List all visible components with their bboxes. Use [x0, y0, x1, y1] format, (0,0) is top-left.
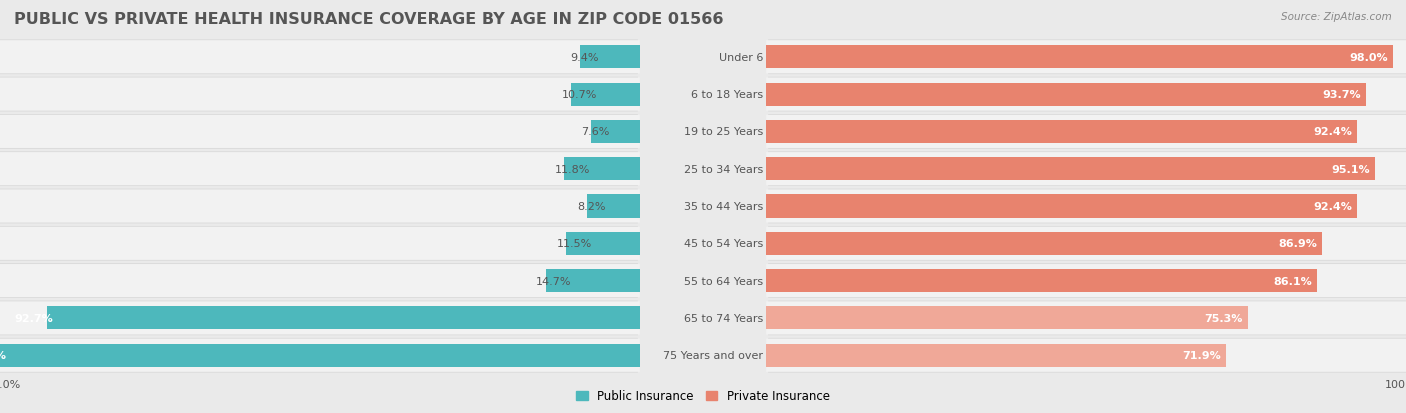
FancyBboxPatch shape [768, 189, 1406, 224]
Text: 8.2%: 8.2% [578, 202, 606, 211]
FancyBboxPatch shape [766, 227, 1406, 260]
Text: 6 to 18 Years: 6 to 18 Years [690, 90, 763, 100]
Text: 19 to 25 Years: 19 to 25 Years [683, 127, 763, 137]
FancyBboxPatch shape [0, 115, 638, 150]
Bar [591, 121, 640, 144]
Text: 11.8%: 11.8% [554, 164, 591, 174]
FancyBboxPatch shape [766, 116, 1406, 149]
FancyBboxPatch shape [768, 263, 1406, 298]
Text: 25 to 34 Years: 25 to 34 Years [683, 164, 763, 174]
FancyBboxPatch shape [0, 339, 640, 372]
FancyBboxPatch shape [768, 115, 1406, 150]
Bar [567, 232, 640, 255]
Text: 71.9%: 71.9% [1182, 350, 1222, 361]
Bar [579, 46, 640, 69]
FancyBboxPatch shape [0, 190, 640, 223]
Bar [766, 46, 1393, 69]
FancyBboxPatch shape [0, 226, 638, 261]
FancyBboxPatch shape [768, 338, 1406, 373]
FancyBboxPatch shape [768, 226, 1406, 261]
Text: 93.7%: 93.7% [1322, 90, 1361, 100]
Text: 75.3%: 75.3% [1205, 313, 1243, 323]
Text: Source: ZipAtlas.com: Source: ZipAtlas.com [1281, 12, 1392, 22]
Bar [766, 344, 1226, 367]
FancyBboxPatch shape [0, 263, 638, 298]
FancyBboxPatch shape [0, 338, 638, 373]
FancyBboxPatch shape [0, 227, 640, 260]
Legend: Public Insurance, Private Insurance: Public Insurance, Private Insurance [571, 385, 835, 407]
FancyBboxPatch shape [766, 264, 1406, 297]
Text: 14.7%: 14.7% [536, 276, 572, 286]
Bar [766, 269, 1317, 292]
Bar [546, 269, 640, 292]
Text: PUBLIC VS PRIVATE HEALTH INSURANCE COVERAGE BY AGE IN ZIP CODE 01566: PUBLIC VS PRIVATE HEALTH INSURANCE COVER… [14, 12, 724, 27]
Text: Under 6: Under 6 [718, 52, 763, 63]
Bar [766, 195, 1357, 218]
FancyBboxPatch shape [766, 339, 1406, 372]
FancyBboxPatch shape [0, 301, 638, 335]
FancyBboxPatch shape [768, 301, 1406, 335]
Text: 7.6%: 7.6% [582, 127, 610, 137]
FancyBboxPatch shape [0, 301, 640, 335]
Text: 92.7%: 92.7% [14, 313, 53, 323]
Bar [766, 158, 1375, 181]
Text: 9.4%: 9.4% [569, 52, 599, 63]
FancyBboxPatch shape [0, 264, 640, 297]
Bar [766, 83, 1365, 107]
Bar [571, 83, 640, 107]
Text: 65 to 74 Years: 65 to 74 Years [683, 313, 763, 323]
Text: 35 to 44 Years: 35 to 44 Years [683, 202, 763, 211]
Text: 11.5%: 11.5% [557, 239, 592, 249]
Text: 95.1%: 95.1% [1331, 164, 1369, 174]
FancyBboxPatch shape [0, 152, 638, 187]
Text: 98.0%: 98.0% [1350, 52, 1388, 63]
Text: 92.4%: 92.4% [1313, 202, 1353, 211]
FancyBboxPatch shape [0, 153, 640, 186]
Bar [0, 344, 640, 367]
Text: 10.7%: 10.7% [561, 90, 598, 100]
FancyBboxPatch shape [766, 41, 1406, 74]
Bar [766, 232, 1322, 255]
FancyBboxPatch shape [768, 152, 1406, 187]
FancyBboxPatch shape [0, 78, 640, 112]
Bar [564, 158, 640, 181]
FancyBboxPatch shape [0, 78, 638, 112]
Bar [46, 306, 640, 330]
FancyBboxPatch shape [766, 78, 1406, 112]
Bar [766, 306, 1249, 330]
Bar [588, 195, 640, 218]
Text: 86.1%: 86.1% [1274, 276, 1312, 286]
Text: 75 Years and over: 75 Years and over [664, 350, 763, 361]
FancyBboxPatch shape [766, 190, 1406, 223]
Text: 92.4%: 92.4% [1313, 127, 1353, 137]
Text: 45 to 54 Years: 45 to 54 Years [683, 239, 763, 249]
FancyBboxPatch shape [766, 153, 1406, 186]
FancyBboxPatch shape [768, 78, 1406, 112]
FancyBboxPatch shape [0, 189, 638, 224]
Text: 100.0%: 100.0% [0, 350, 7, 361]
FancyBboxPatch shape [0, 116, 640, 149]
FancyBboxPatch shape [0, 40, 638, 75]
Text: 55 to 64 Years: 55 to 64 Years [683, 276, 763, 286]
FancyBboxPatch shape [768, 40, 1406, 75]
Text: 86.9%: 86.9% [1278, 239, 1317, 249]
FancyBboxPatch shape [0, 41, 640, 74]
FancyBboxPatch shape [766, 301, 1406, 335]
Bar [766, 121, 1357, 144]
